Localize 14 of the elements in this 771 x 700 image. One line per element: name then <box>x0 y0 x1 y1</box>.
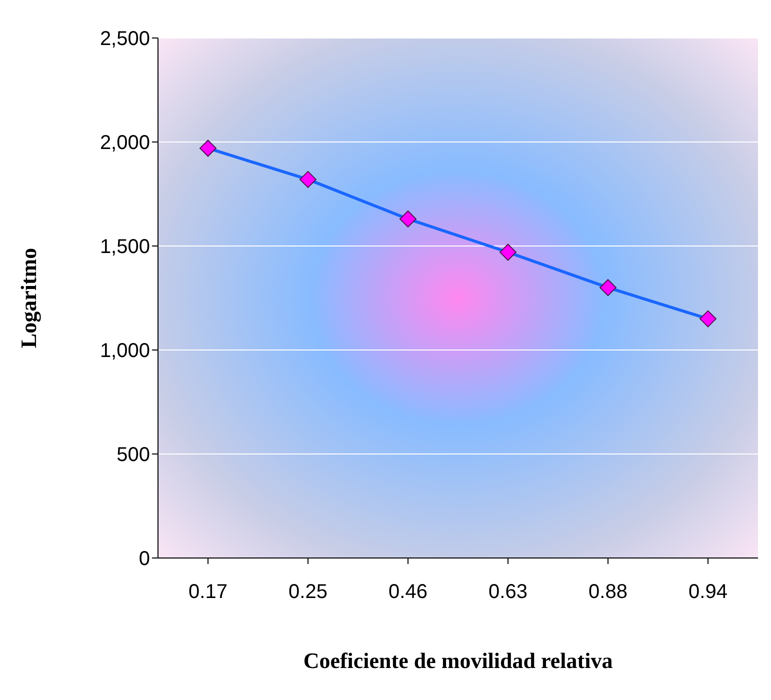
x-tick-label: 0.17 <box>188 581 228 604</box>
y-tick-label: 2,000 <box>100 132 150 154</box>
x-tick-label: 0.63 <box>488 581 528 604</box>
x-axis-title: Coeficiente de movilidad relativa <box>303 648 613 673</box>
x-tick-label: 0.94 <box>688 581 728 604</box>
x-tick-label: 0.88 <box>588 581 628 604</box>
x-tick-label: 0.25 <box>288 581 328 604</box>
y-tick-label: 1,000 <box>100 340 150 362</box>
y-tick-label: 2,500 <box>100 28 150 50</box>
y-tick-label: 1,500 <box>100 236 150 258</box>
x-tick-label: 0.46 <box>388 581 428 604</box>
y-tick-label: 500 <box>116 444 150 466</box>
y-axis-title: Logaritmo <box>16 248 41 348</box>
y-tick-label: 0 <box>138 548 150 570</box>
